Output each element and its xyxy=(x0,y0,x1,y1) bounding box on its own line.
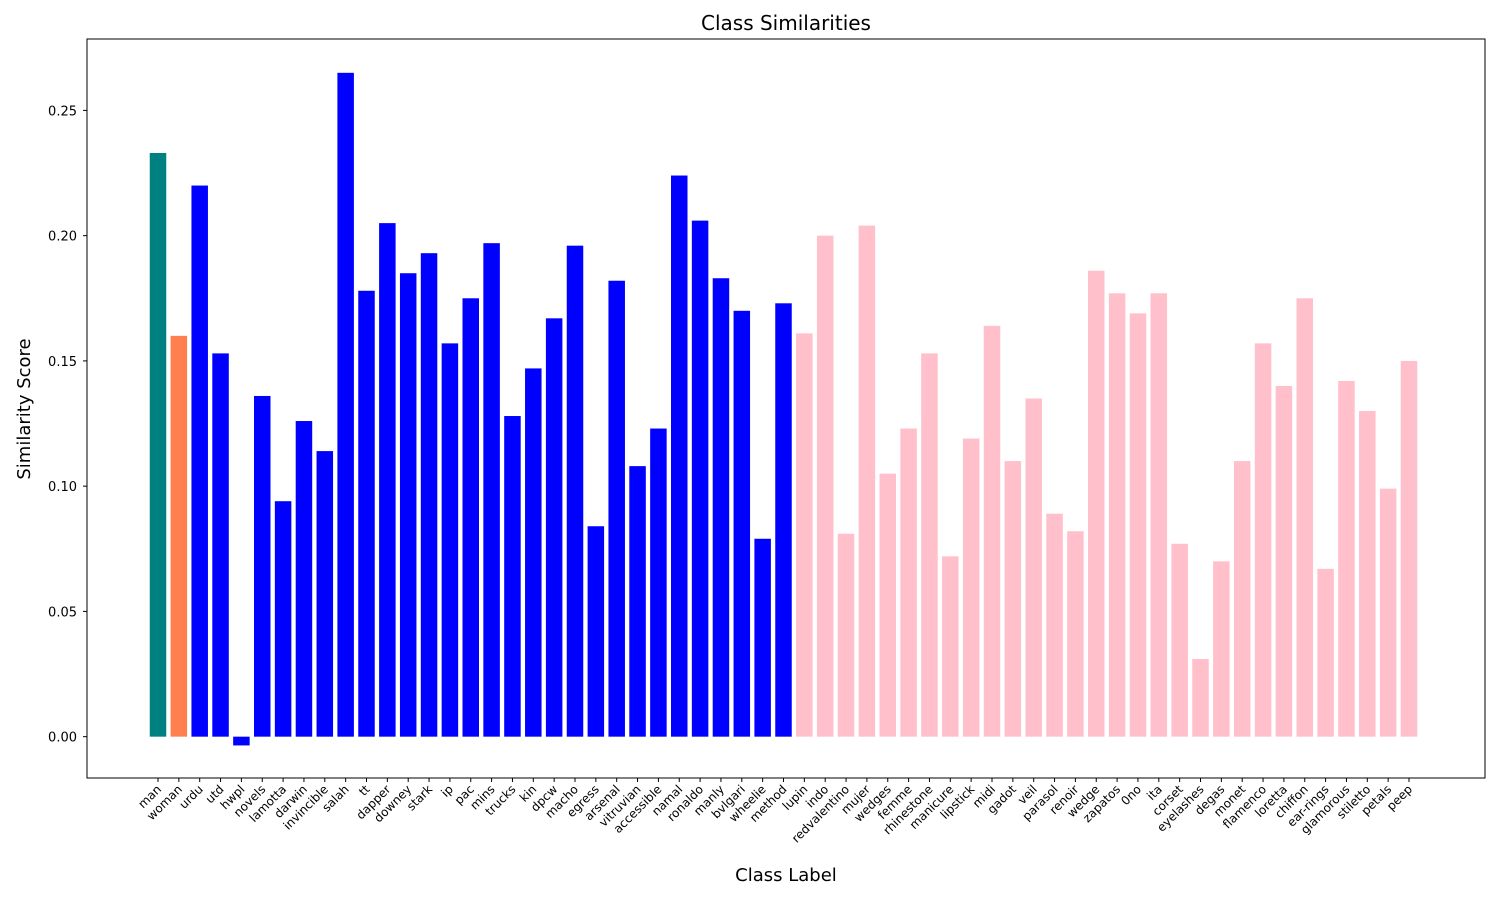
bar-wedges xyxy=(879,473,896,737)
bar-macho xyxy=(566,245,584,737)
x-tick-label: 0no xyxy=(1118,782,1144,808)
bar-woman xyxy=(170,335,188,737)
bar-redvalentino xyxy=(837,533,855,737)
bar-wheelie xyxy=(754,538,771,737)
y-tick-label: 0.15 xyxy=(48,355,77,370)
bar-lipstick xyxy=(962,438,980,737)
bar-darwin xyxy=(295,421,313,737)
bar-gadot xyxy=(1004,461,1022,737)
bar-stark xyxy=(420,253,438,737)
bar-flamenco xyxy=(1254,343,1272,737)
x-axis: manwomanurduutdhwplnovelslamottadarwinin… xyxy=(135,778,1415,845)
x-tick-label: urdu xyxy=(176,782,205,811)
bar-kin xyxy=(525,368,542,737)
bar-ronaldo xyxy=(691,220,709,737)
bar-tt xyxy=(358,290,375,737)
bar-midi xyxy=(983,325,1001,737)
bar-femme xyxy=(900,428,917,737)
bar-rhinestone xyxy=(921,353,938,737)
bar-corset xyxy=(1171,543,1188,737)
bar-chiffon xyxy=(1296,298,1313,737)
y-tick-label: 0.05 xyxy=(48,605,77,620)
bar-mujer xyxy=(858,225,876,737)
bar-urdu xyxy=(191,185,208,737)
bar-loretta xyxy=(1275,385,1293,737)
y-tick-label: 0.10 xyxy=(48,480,77,495)
bar-vitruvian xyxy=(629,466,646,737)
bar-wedge xyxy=(1088,270,1105,737)
y-axis: 0.00 0.05 0.10 0.15 0.20 0.25 xyxy=(48,104,87,746)
bar-downey xyxy=(399,273,417,737)
bar-pac xyxy=(462,298,479,737)
bars-group xyxy=(149,72,1418,746)
bar-degas xyxy=(1213,561,1230,737)
y-tick-label: 0.25 xyxy=(48,104,77,119)
bar-peep xyxy=(1400,360,1418,737)
bar-eyelashes xyxy=(1192,659,1209,737)
y-tick-label: 0.00 xyxy=(48,731,77,746)
bar-namal xyxy=(671,175,688,737)
bar-manly xyxy=(712,278,730,737)
bar-trucks xyxy=(504,416,521,737)
bar-arsenal xyxy=(608,280,625,737)
bar-egress xyxy=(587,526,605,737)
bar-salah xyxy=(337,72,354,737)
bar-dpcw xyxy=(545,318,563,737)
bar-dapper xyxy=(379,223,396,737)
bar-indo xyxy=(816,235,834,737)
bar-stiletto xyxy=(1359,411,1376,737)
bar-ip xyxy=(441,343,459,737)
bar-lamotta xyxy=(274,501,292,737)
bar-lupin xyxy=(796,333,813,737)
bar-parasol xyxy=(1046,513,1063,737)
bar-mins xyxy=(483,243,500,737)
bar-method xyxy=(775,303,792,737)
bar-zapatos xyxy=(1108,293,1126,737)
y-tick-label: 0.20 xyxy=(48,230,77,245)
bar-man xyxy=(149,152,167,737)
bar-monet xyxy=(1233,461,1251,737)
x-axis-title: Class Label xyxy=(735,865,837,886)
bar-0no xyxy=(1129,313,1147,737)
bar-hwpl xyxy=(233,736,250,746)
bar-accessible xyxy=(650,428,667,737)
bar-bvlgari xyxy=(733,310,751,737)
bar-manicure xyxy=(942,556,959,737)
y-axis-title: Similarity Score xyxy=(14,338,35,479)
plot-frame xyxy=(86,38,1486,779)
bar-renoir xyxy=(1067,531,1084,737)
bar-veil xyxy=(1025,398,1042,737)
bar-ear-rings xyxy=(1317,568,1334,737)
bar-utd xyxy=(212,353,229,737)
bar-invincible xyxy=(316,451,334,737)
bar-ita xyxy=(1150,293,1168,737)
chart-title: Class Similarities xyxy=(701,11,871,35)
bar-novels xyxy=(254,395,271,737)
bar-petals xyxy=(1379,488,1397,737)
bar-glamorous xyxy=(1338,380,1355,737)
